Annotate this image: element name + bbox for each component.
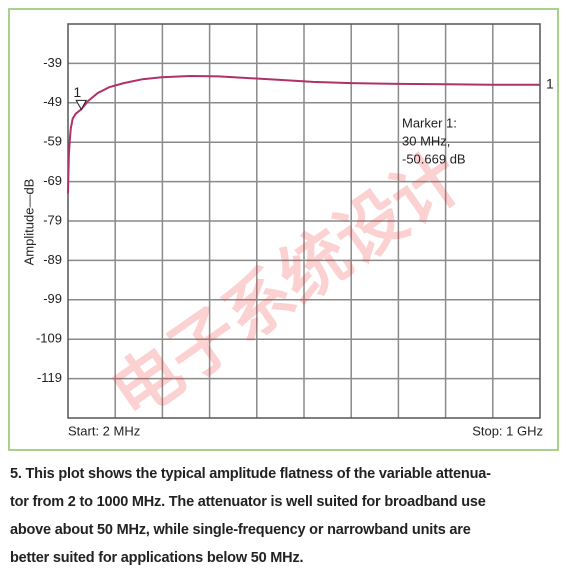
chart: Amplitude—dB Start: 2 MHz Stop: 1 GHz -3… [8,8,559,451]
data-line [67,74,540,194]
y-axis-title: Amplitude—dB [21,179,36,266]
y-tick-label: -89 [43,252,62,267]
y-tick-label: -99 [43,291,62,306]
frame [8,8,559,451]
caption-line: 5. This plot shows the typical amplitude… [10,466,491,482]
stop-label: Stop: 1 GHz [472,423,543,438]
y-tick-label: -39 [43,55,62,70]
start-label: Start: 2 MHz [68,423,140,438]
annotation: Marker 1: [402,115,457,130]
caption-line: above about 50 MHz, while single-frequen… [10,522,471,538]
caption-line: better suited for applications below 50 … [10,550,304,566]
marker-triangle [75,99,88,111]
y-tick-label: -79 [43,212,62,227]
y-tick-label: -59 [43,134,62,149]
marker-label: 1 [73,84,81,100]
y-tick-label: -109 [36,331,62,346]
y-tick-label: -119 [37,370,62,385]
y-tick-label: -69 [43,173,62,188]
plot-border [67,23,541,419]
annotation: 30 MHz, [402,133,450,148]
end-label: 1 [546,75,554,91]
annotation: -50.669 dB [402,151,466,166]
y-tick-label: -49 [43,94,62,109]
caption-line: tor from 2 to 1000 MHz. The attenuator i… [10,494,486,510]
